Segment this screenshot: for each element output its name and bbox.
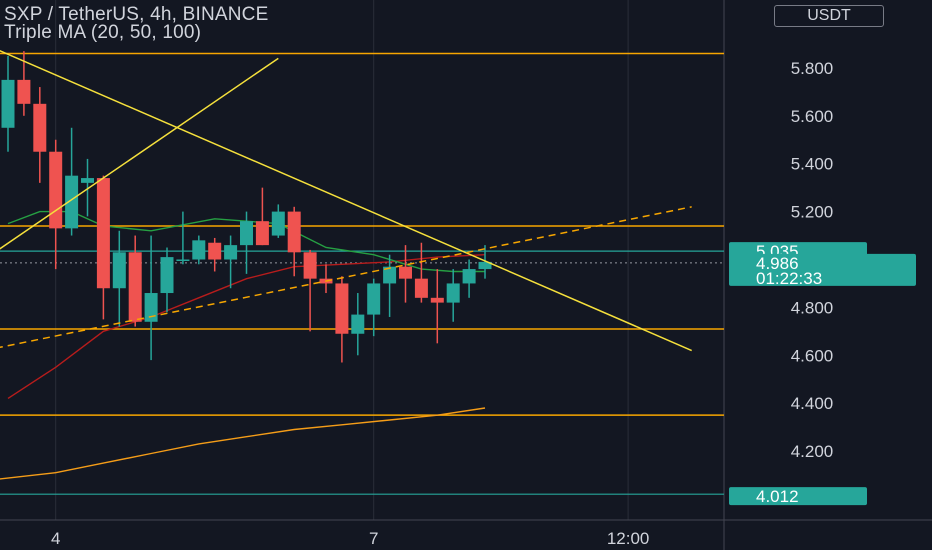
candle-body[interactable] [224,245,238,260]
candle-body[interactable] [208,242,222,260]
candle-body[interactable] [49,151,63,229]
candle-body[interactable] [255,221,269,246]
candle-body[interactable] [160,257,174,294]
candle-body[interactable] [478,261,492,270]
candle-body[interactable] [81,178,94,183]
candle-body[interactable] [128,252,142,322]
candle-body[interactable] [367,283,381,315]
candle-body[interactable] [287,211,301,253]
price-label-text: 4.986 [756,254,799,273]
price-label-text: 4.012 [756,487,799,506]
time-tick-label: 7 [369,529,378,548]
price-tick-label: 4.200 [791,442,834,461]
price-label-box [729,253,916,286]
price-tick-label: 4.400 [791,394,834,413]
price-tick-label: 5.200 [791,203,834,222]
candle-body[interactable] [446,283,460,303]
candle-body[interactable] [414,278,428,298]
candle-body[interactable] [271,211,285,236]
trendline[interactable] [0,44,692,352]
candle-body[interactable] [430,297,444,303]
time-tick-label: 4 [51,529,60,548]
ma100-line [0,407,486,480]
candle-body[interactable] [112,252,126,289]
candle-body[interactable] [240,221,253,246]
candle-body[interactable] [462,269,476,284]
trendline[interactable] [0,57,279,259]
candle-body[interactable] [176,259,190,262]
candle-body[interactable] [96,178,110,289]
study-title: Triple MA (20, 50, 100) [4,22,202,43]
candle-body[interactable] [399,266,412,279]
price-tick-label: 4.600 [791,346,834,365]
price-tick-label: 5.800 [791,59,834,78]
candle-body[interactable] [65,175,79,229]
price-tick-label: 5.400 [791,155,834,174]
candle-body[interactable] [351,314,365,334]
candle-body[interactable] [335,283,349,334]
candle-body[interactable] [144,293,158,322]
candle-body[interactable] [383,266,397,284]
candle-body[interactable] [17,79,31,104]
candle-body[interactable] [303,252,317,279]
candle-body[interactable] [192,240,206,260]
price-tick-label: 5.600 [791,107,834,126]
price-label-box [729,487,867,506]
trendline[interactable] [0,206,692,351]
time-tick-label: 12:00 [607,529,650,548]
price-tick-label: 4.800 [791,298,834,317]
candle-body[interactable] [1,79,15,128]
symbol-title: SXP / TetherUS, 4h, BINANCE [4,4,269,25]
countdown-label: 01:22:33 [756,269,822,288]
currency-button[interactable]: USDT [774,5,884,27]
candle-body[interactable] [33,103,47,152]
